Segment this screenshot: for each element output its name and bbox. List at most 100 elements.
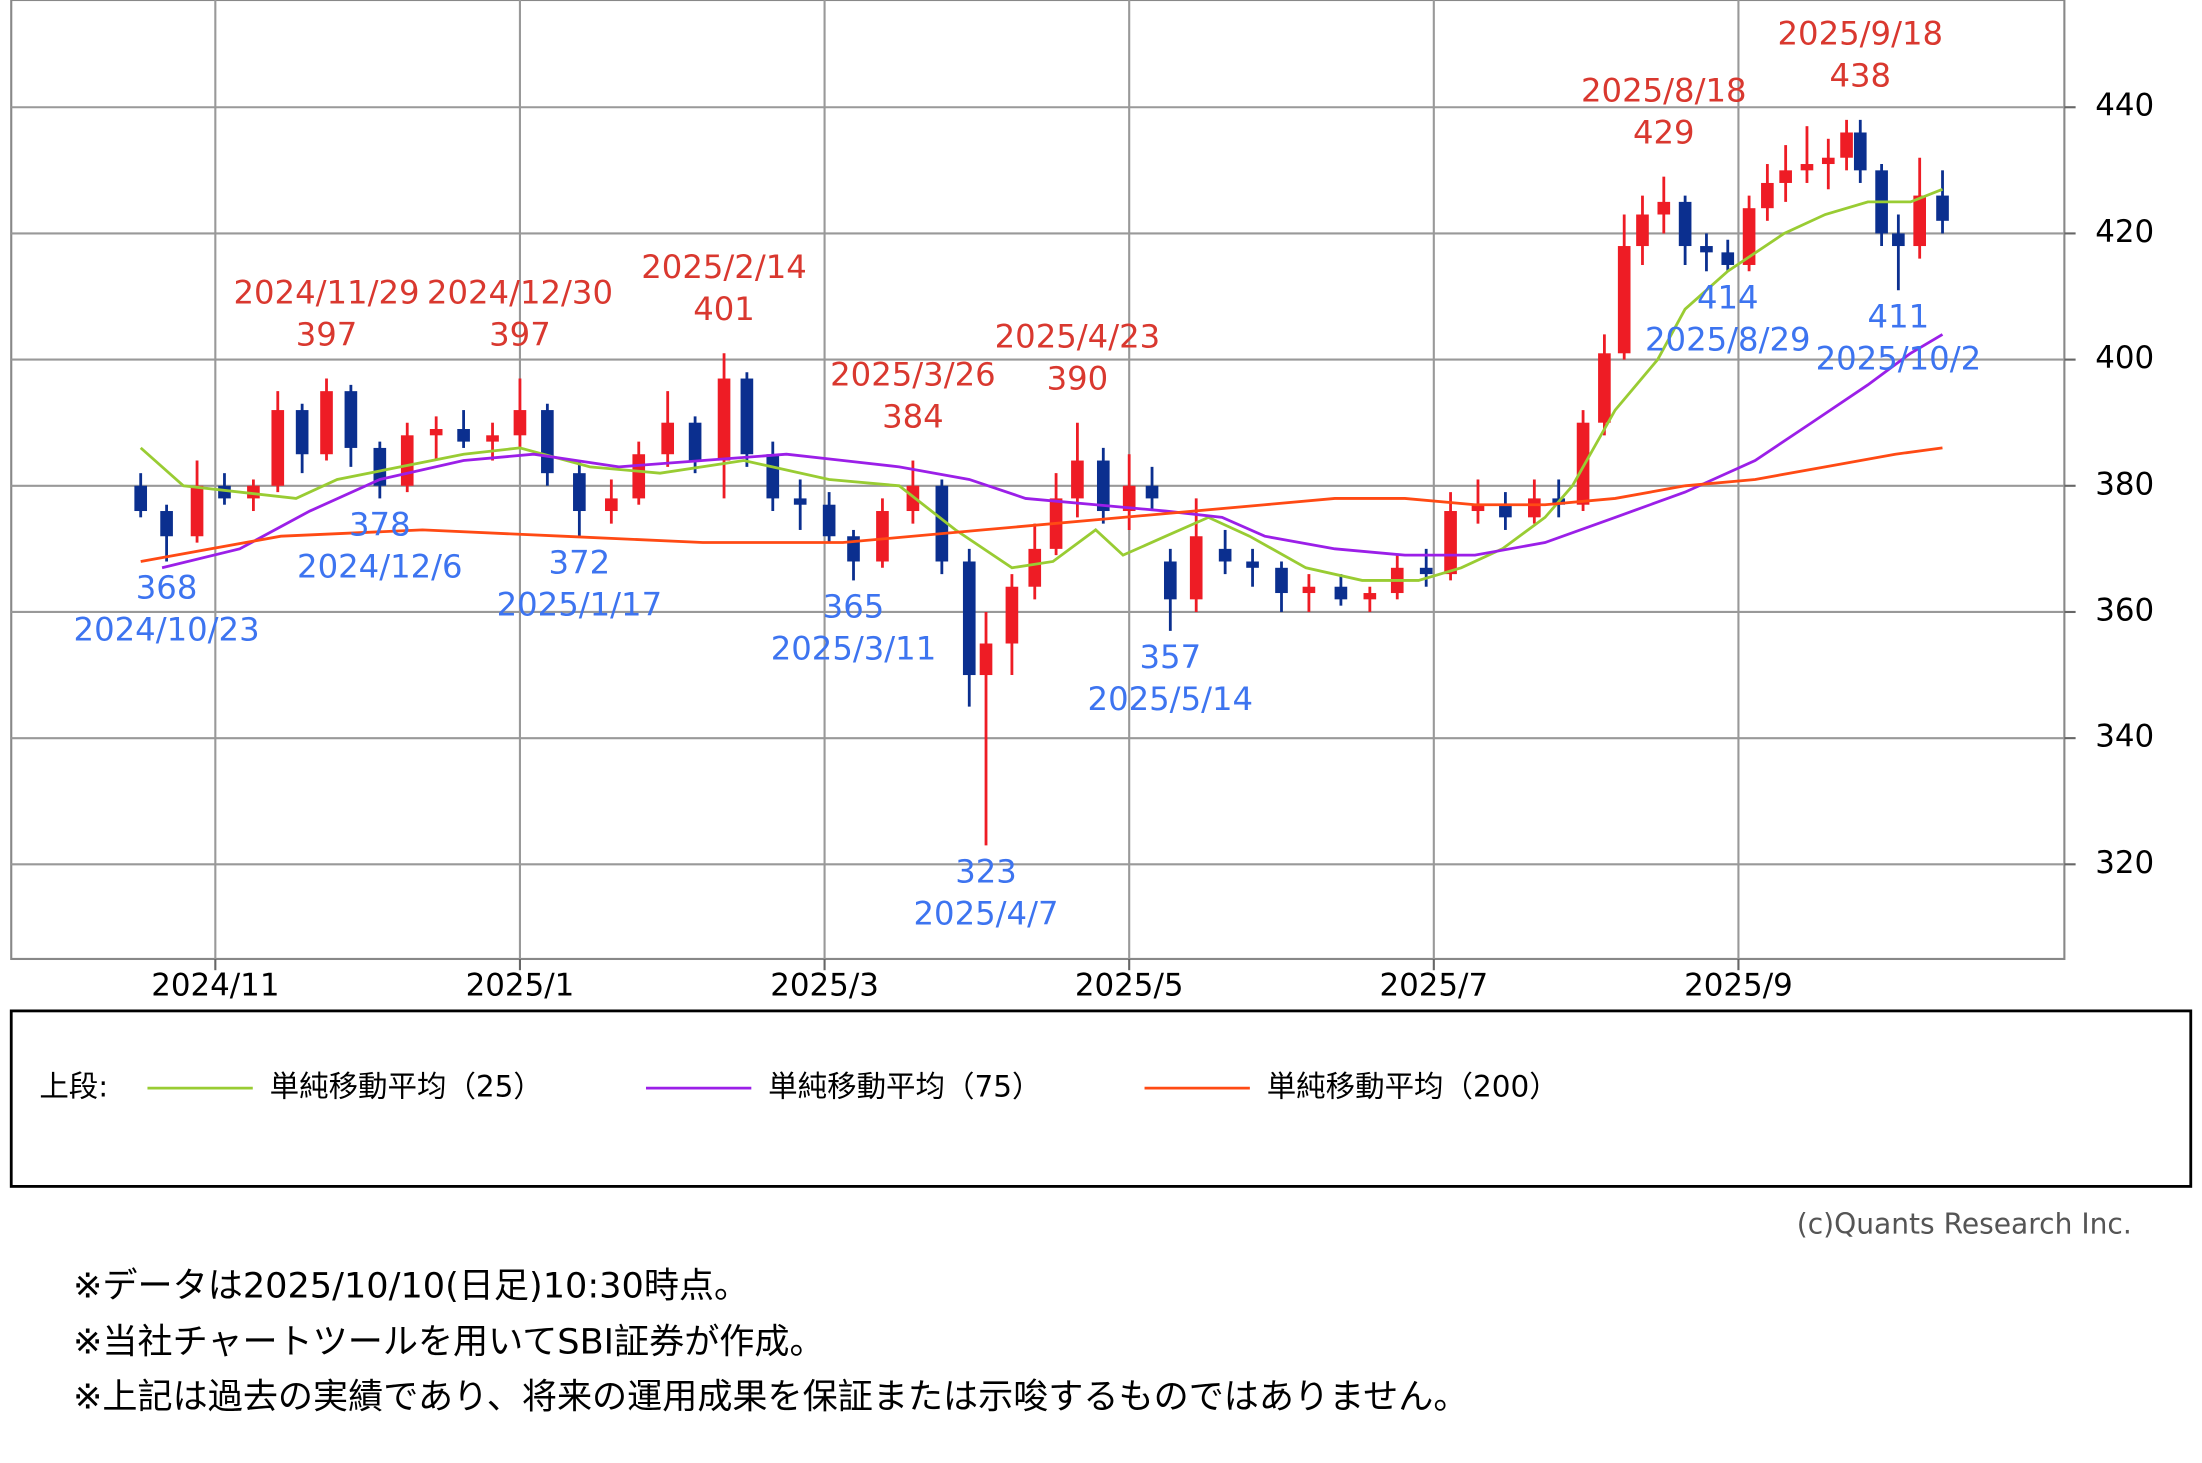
candle-body bbox=[688, 422, 702, 461]
candle-body bbox=[740, 378, 754, 455]
candle-body bbox=[1471, 504, 1485, 512]
candle-body bbox=[1742, 208, 1756, 265]
high-date: 2025/2/14 bbox=[641, 248, 807, 286]
ma-line bbox=[140, 446, 1943, 563]
candle-body bbox=[1218, 548, 1232, 562]
candle-body bbox=[1444, 511, 1457, 575]
candle-body bbox=[1721, 252, 1735, 265]
legend-label: 単純移動平均（200） bbox=[1267, 1070, 1559, 1104]
low-value: 368 bbox=[136, 569, 198, 607]
candle-body bbox=[486, 435, 499, 442]
low-value: 411 bbox=[1868, 297, 1930, 335]
x-tick-label: 2025/9 bbox=[1684, 968, 1793, 1004]
high-value: 397 bbox=[296, 315, 358, 353]
candle-body bbox=[1419, 567, 1433, 575]
candle-body bbox=[766, 454, 780, 499]
candle-body bbox=[605, 498, 618, 512]
high-value: 429 bbox=[1633, 114, 1695, 152]
low-value: 414 bbox=[1697, 278, 1759, 316]
candle-body bbox=[1936, 195, 1949, 221]
low-value: 323 bbox=[955, 852, 1017, 890]
candle-body bbox=[1678, 201, 1692, 247]
ma-line bbox=[139, 187, 1943, 582]
candle-body bbox=[962, 561, 976, 676]
candle-body bbox=[1892, 233, 1905, 247]
note: ※当社チャートツールを用いてSBI証券が作成。 bbox=[73, 1322, 825, 1363]
high-date: 2025/3/26 bbox=[830, 355, 996, 393]
legend-box bbox=[9, 1009, 2193, 1188]
candle-body bbox=[1334, 586, 1348, 600]
y-tick-label: 400 bbox=[2095, 340, 2154, 376]
low-date: 2025/4/7 bbox=[914, 895, 1059, 933]
candle-body bbox=[271, 410, 285, 486]
candle-body bbox=[541, 410, 554, 474]
y-tick-label: 320 bbox=[2095, 845, 2154, 881]
low-date: 2025/1/17 bbox=[497, 585, 663, 623]
candle-body bbox=[1499, 504, 1512, 518]
candle-body bbox=[1145, 485, 1159, 499]
y-tick-label: 440 bbox=[2095, 88, 2154, 124]
y-tick-label: 340 bbox=[2095, 719, 2154, 755]
legend-title: 上段: bbox=[39, 1070, 108, 1104]
candle-body bbox=[979, 643, 993, 676]
note: ※データは2025/10/10(日足)10:30時点。 bbox=[73, 1265, 749, 1306]
low-value: 378 bbox=[349, 505, 411, 543]
candle-body bbox=[1163, 561, 1177, 600]
candle-body bbox=[1913, 195, 1926, 247]
ma-line bbox=[161, 333, 1944, 570]
candle-body bbox=[1853, 132, 1867, 171]
low-date: 2025/3/11 bbox=[771, 630, 937, 668]
low-value: 357 bbox=[1139, 638, 1201, 676]
candle-body bbox=[1302, 586, 1316, 594]
low-date: 2024/12/6 bbox=[297, 548, 463, 586]
legend-label: 単純移動平均（75） bbox=[768, 1070, 1041, 1104]
y-tick-label: 420 bbox=[2095, 214, 2154, 250]
x-tick-label: 2024/11 bbox=[151, 968, 279, 1004]
high-value: 438 bbox=[1829, 57, 1891, 95]
low-date: 2025/5/14 bbox=[1088, 680, 1254, 718]
candle-body bbox=[793, 498, 807, 505]
candle-body bbox=[429, 429, 443, 436]
candle-body bbox=[935, 485, 949, 562]
candle-body bbox=[573, 473, 586, 512]
x-tick-label: 2025/5 bbox=[1075, 968, 1184, 1004]
candle-body bbox=[1005, 586, 1019, 644]
candle-body bbox=[1821, 157, 1835, 165]
candle-body bbox=[906, 485, 920, 512]
low-value: 372 bbox=[549, 543, 611, 581]
candle-body bbox=[513, 410, 527, 436]
candle-body bbox=[1275, 567, 1288, 594]
candle-body bbox=[1122, 485, 1136, 512]
candle-body bbox=[344, 391, 358, 448]
x-tick-label: 2025/7 bbox=[1379, 968, 1488, 1004]
candle-body bbox=[1761, 182, 1774, 209]
x-tick-label: 2025/3 bbox=[770, 968, 879, 1004]
candle-body bbox=[1800, 164, 1814, 171]
high-date: 2024/12/30 bbox=[427, 273, 613, 311]
candle-body bbox=[373, 447, 387, 486]
high-date: 2025/9/18 bbox=[1778, 15, 1944, 53]
y-tick-label: 380 bbox=[2095, 466, 2154, 502]
high-value: 384 bbox=[882, 397, 944, 435]
candle-body bbox=[160, 511, 173, 537]
candle-body bbox=[1096, 460, 1110, 512]
credit: (c)Quants Research Inc. bbox=[1797, 1208, 2132, 1241]
plot-area bbox=[10, 0, 2066, 961]
high-value: 397 bbox=[489, 315, 551, 353]
legend-label: 単純移動平均（25） bbox=[270, 1070, 543, 1104]
high-date: 2025/8/18 bbox=[1581, 71, 1747, 109]
candle-body bbox=[1779, 170, 1792, 183]
candle-body bbox=[1071, 460, 1084, 499]
low-date: 2024/10/23 bbox=[74, 611, 260, 649]
low-date: 2025/8/29 bbox=[1645, 320, 1811, 358]
candle-body bbox=[457, 429, 470, 442]
low-value: 365 bbox=[823, 588, 885, 626]
note: ※上記は過去の実績であり、将来の運用成果を保証または示唆するものではありません。 bbox=[73, 1376, 1468, 1417]
candle-body bbox=[400, 435, 414, 486]
candle-body bbox=[1576, 422, 1590, 505]
x-tick-label: 2025/1 bbox=[466, 968, 575, 1004]
candle-body bbox=[190, 485, 204, 537]
candle-body bbox=[822, 504, 836, 537]
